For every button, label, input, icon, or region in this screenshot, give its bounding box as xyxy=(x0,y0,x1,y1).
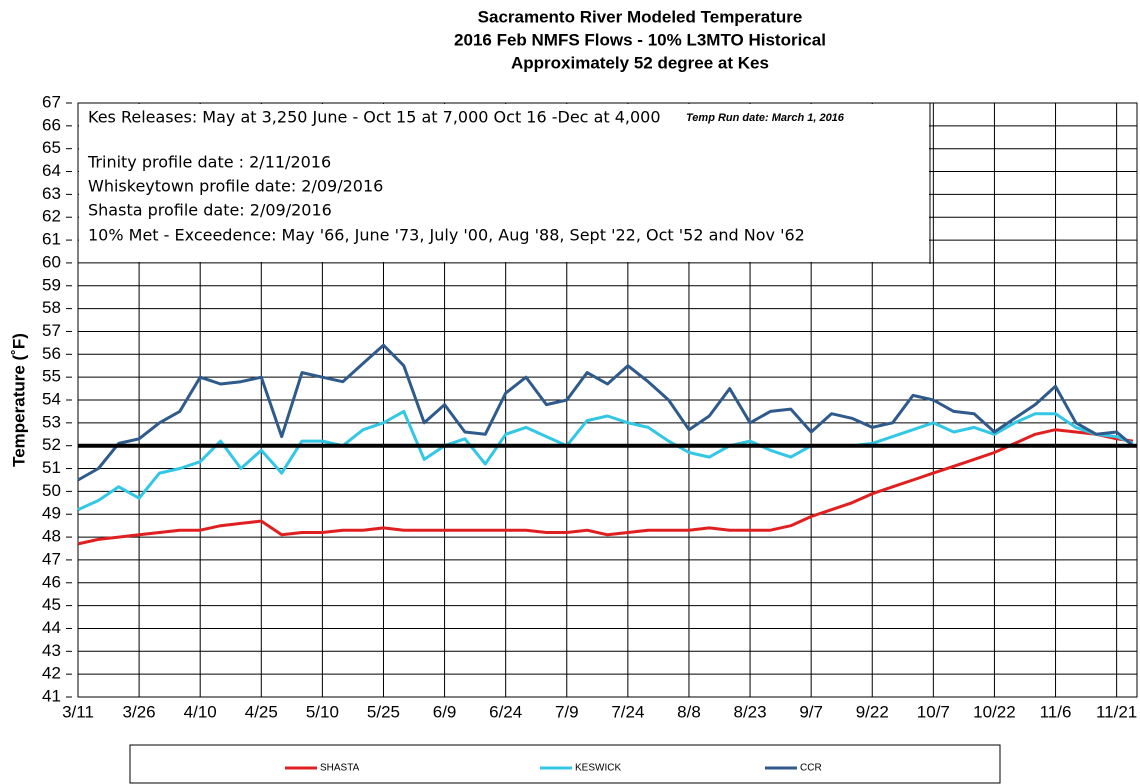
x-tick-label: 3/11 xyxy=(62,702,94,721)
y-tick-label: 47 xyxy=(42,549,61,568)
legend-items: SHASTA KESWICK CCR xyxy=(285,763,822,774)
y-tick-label: 64 xyxy=(42,161,61,180)
x-tick-label: 8/23 xyxy=(734,702,767,721)
annotation: Trinity profile date : 2/11/2016 xyxy=(87,153,331,172)
y-tick-label: 54 xyxy=(42,389,61,408)
x-tick-label: 9/7 xyxy=(799,702,823,721)
x-tick-label: 8/8 xyxy=(677,702,701,721)
y-tick-label: 49 xyxy=(42,504,61,523)
annotation-box xyxy=(79,104,929,262)
y-tick-label: 44 xyxy=(42,618,61,637)
x-tick-label: 4/10 xyxy=(184,702,217,721)
y-tick-label: 45 xyxy=(42,595,61,614)
x-tick-label: 6/9 xyxy=(433,702,457,721)
y-tick-label: 51 xyxy=(42,458,61,477)
y-tick-label: 52 xyxy=(42,435,61,454)
y-tick-label: 59 xyxy=(42,275,61,294)
x-tick-label: 7/9 xyxy=(555,702,579,721)
series-line xyxy=(77,409,1134,512)
plot xyxy=(77,343,1137,546)
y-tick-label: 55 xyxy=(42,367,61,386)
y-tick-label: 57 xyxy=(42,321,61,340)
y-tick-label: 65 xyxy=(42,138,61,157)
x-tick-label: 10/7 xyxy=(917,702,950,721)
annotation: Shasta profile date: 2/09/2016 xyxy=(88,201,332,220)
y-tick-label: 43 xyxy=(42,641,61,660)
y-tick-label: 58 xyxy=(42,298,61,317)
x-tick-label: 3/26 xyxy=(123,702,156,721)
x-tick-label: 7/24 xyxy=(611,702,644,721)
y-tick-label: 56 xyxy=(42,344,61,363)
y-tick-label: 41 xyxy=(42,686,61,705)
plot-frame xyxy=(77,102,1138,698)
annotation: Kes Releases: May at 3,250 June - Oct 15… xyxy=(88,108,661,127)
y-tick-label: 46 xyxy=(42,572,61,591)
y-tick-label: 66 xyxy=(42,115,61,134)
chart-title: Approximately 52 degree at Kes xyxy=(511,53,769,72)
chart-title: 2016 Feb NMFS Flows - 10% L3MTO Historic… xyxy=(454,30,826,49)
x-tick-label: 11/21 xyxy=(1096,702,1137,721)
series-line xyxy=(77,343,1134,482)
legend-label: KESWICK xyxy=(575,763,621,774)
chart-title: Sacramento River Modeled Temperature xyxy=(478,7,803,26)
y-tick-label: 50 xyxy=(42,481,61,500)
x-tick-label: 5/10 xyxy=(306,702,339,721)
y-tick-label: 60 xyxy=(42,252,61,271)
y-axis-label: Temperature (˚F) xyxy=(9,333,28,467)
legend-label: SHASTA xyxy=(320,763,360,774)
x-tick-label: 10/22 xyxy=(973,702,1016,721)
legend-label: CCR xyxy=(800,763,822,774)
y-tick-label: 42 xyxy=(42,664,61,683)
y-tick-label: 62 xyxy=(42,207,61,226)
series-line xyxy=(77,428,1134,546)
y-tick-label: 48 xyxy=(42,527,61,546)
x-tick-label: 6/24 xyxy=(489,702,522,721)
y-tick-label: 61 xyxy=(42,230,61,249)
x-tick-label: 9/22 xyxy=(856,702,889,721)
legend xyxy=(129,744,1001,784)
annotation: 10% Met - Exceedence: May '66, June '73,… xyxy=(88,226,805,245)
annotation: Temp Run date: March 1, 2016 xyxy=(686,112,845,124)
y-tick-label: 53 xyxy=(42,412,61,431)
x-tick-label: 4/25 xyxy=(245,702,278,721)
y-tick-label: 67 xyxy=(42,92,61,111)
annotation: Whiskeytown profile date: 2/09/2016 xyxy=(88,177,383,196)
y-tick-label: 63 xyxy=(42,184,61,203)
x-tick-label: 11/6 xyxy=(1040,702,1072,721)
x-tick-label: 5/25 xyxy=(367,702,400,721)
